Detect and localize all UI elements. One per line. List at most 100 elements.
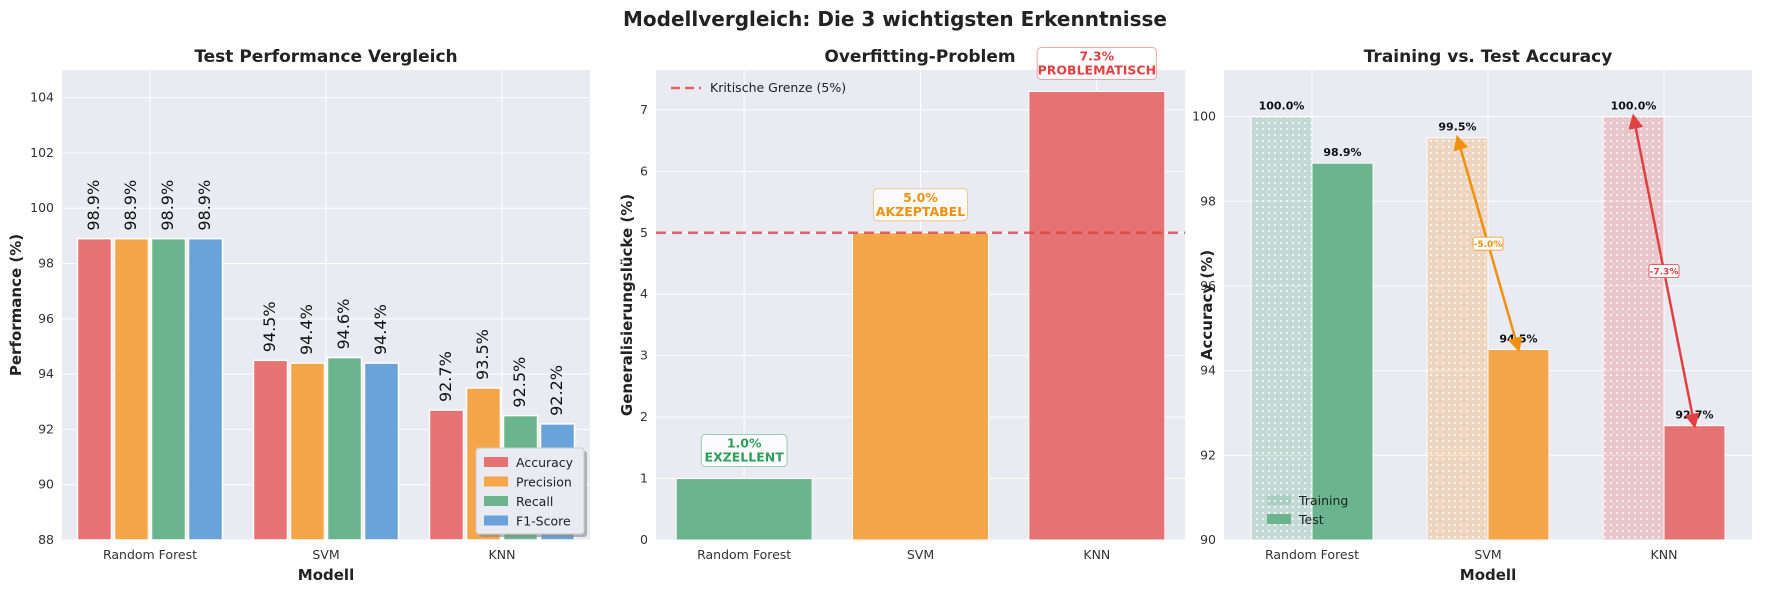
panel3-ylabel: Accuracy (%) xyxy=(1198,250,1216,360)
bar-value-label: 94.6% xyxy=(334,299,353,350)
test-value-label: 98.9% xyxy=(1323,146,1361,159)
gap-bar xyxy=(1028,91,1166,541)
panel3-xlabel: Modell xyxy=(1460,566,1516,584)
training-value-label: 99.5% xyxy=(1438,121,1476,134)
legend-label: Precision xyxy=(516,475,572,490)
panel3-yticks: 90 92 94 96 98 100 xyxy=(1192,109,1216,547)
xtick-label: Random Forest xyxy=(103,547,197,562)
ytick-label: 94 xyxy=(1200,363,1216,378)
bar-value-label: 94.4% xyxy=(371,304,390,355)
gap-status-label: PROBLEMATISCH xyxy=(1038,63,1156,78)
bar-value-label: 98.9% xyxy=(84,180,103,231)
ytick-label: 92 xyxy=(38,421,54,436)
legend-label: F1-Score xyxy=(516,514,571,529)
ytick-label: 98 xyxy=(1200,193,1216,208)
gap-value-label: 7.3% xyxy=(1079,49,1114,64)
panel2-xticks: Random Forest SVM KNN xyxy=(697,547,1110,562)
legend-label: Test xyxy=(1298,512,1324,527)
bar-precision xyxy=(113,237,150,541)
ytick-label: 104 xyxy=(30,90,54,105)
xtick-label: SVM xyxy=(312,547,339,562)
ytick-label: 96 xyxy=(1200,278,1216,293)
gap-bar xyxy=(852,232,989,541)
legend-label: Training xyxy=(1298,493,1348,508)
panel2-title: Overfitting-Problem xyxy=(824,47,1015,67)
panel-overfitting: 0 1 2 3 4 5 6 7 Random Forest SVM KNN 1.0%EXZELLE… xyxy=(618,47,1185,562)
ytick-label: 94 xyxy=(38,366,54,381)
ytick-label: 3 xyxy=(640,348,648,363)
test-value-label: 94.5% xyxy=(1499,332,1537,345)
ytick-label: 88 xyxy=(38,532,54,547)
legend-swatch xyxy=(484,515,508,526)
panel1-legend: Accuracy Precision Recall F1-Score xyxy=(475,447,587,537)
legend-label: Recall xyxy=(516,494,553,509)
panel1-xlabel: Modell xyxy=(298,566,354,584)
legend-label: Accuracy xyxy=(516,455,574,470)
bar-value-label: 98.9% xyxy=(121,180,140,231)
panel3-xticks: Random Forest SVM KNN xyxy=(1265,547,1678,562)
bar-value-label: 94.5% xyxy=(260,301,279,352)
test-bar xyxy=(1311,162,1374,541)
annotation-box xyxy=(1036,47,1157,81)
annotation-box xyxy=(700,434,788,468)
panel1-grid xyxy=(62,70,590,541)
ytick-label: 2 xyxy=(640,409,648,424)
xtick-label: Random Forest xyxy=(1265,547,1359,562)
bar-value-label: 92.7% xyxy=(436,351,455,402)
gap-status-label: AKZEPTABEL xyxy=(876,204,965,219)
xtick-label: KNN xyxy=(1083,547,1110,562)
legend-swatch xyxy=(484,496,508,506)
drop-label: -5.0% xyxy=(1474,240,1503,250)
panel3-legend: Training Test xyxy=(1267,493,1348,527)
xtick-label: Random Forest xyxy=(697,547,791,562)
bar-value-label: 92.5% xyxy=(510,357,529,408)
ytick-label: 90 xyxy=(38,477,54,492)
bar-value-label: 94.4% xyxy=(297,304,316,355)
legend-swatch xyxy=(484,457,508,467)
xtick-label: SVM xyxy=(907,547,934,562)
figure-title: Modellvergleich: Die 3 wichtigsten Erken… xyxy=(623,7,1167,31)
bar-value-label: 98.9% xyxy=(195,180,214,231)
gap-status-label: EXZELLENT xyxy=(705,450,785,465)
legend-box xyxy=(475,447,585,535)
panel1-xticks: Random Forest SVM KNN xyxy=(103,547,516,562)
training-value-label: 100.0% xyxy=(1611,100,1657,113)
training-bar-hatch xyxy=(1427,137,1488,540)
bar-recall xyxy=(326,356,363,541)
ytick-label: 98 xyxy=(38,256,54,271)
test-bar xyxy=(1663,425,1726,541)
legend-swatch-training-hatch xyxy=(1267,495,1291,505)
bar-accuracy xyxy=(252,359,289,541)
ytick-label: 0 xyxy=(640,532,648,547)
legend-swatch xyxy=(484,476,508,487)
bar-value-label: 92.2% xyxy=(547,365,566,416)
panel-train-vs-test: 90 92 94 96 98 100 100.0% 98.9% 99.5% 94.5% 100.0… xyxy=(1192,47,1752,584)
gap-value-label: 1.0% xyxy=(727,436,762,451)
gap-value-label: 5.0% xyxy=(903,190,938,205)
ytick-label: 92 xyxy=(1200,447,1216,462)
ytick-label: 90 xyxy=(1200,532,1216,547)
panel1-ylabel: Performance (%) xyxy=(7,234,25,376)
panel3-arrows: -5.0% -7.3% xyxy=(1453,113,1700,429)
ytick-label: 6 xyxy=(640,163,648,178)
panel2-legend: Kritische Grenze (5%) xyxy=(671,80,846,95)
bar-value-label: 98.9% xyxy=(158,180,177,231)
xtick-label: KNN xyxy=(489,547,516,562)
bar-precision xyxy=(289,362,326,541)
bar-f1-score xyxy=(187,237,224,541)
panel-performance: 88 90 92 94 96 98 100 102 104 98.9% 94.5% 92.7% 98.… xyxy=(7,47,590,584)
gap-bar xyxy=(675,478,813,541)
xtick-label: SVM xyxy=(1474,547,1501,562)
xtick-label: KNN xyxy=(1651,547,1678,562)
annotation-box xyxy=(873,188,968,222)
panel2-ylabel: Generalisierungslücke (%) xyxy=(618,194,636,416)
bar-accuracy xyxy=(76,237,113,541)
ytick-label: 96 xyxy=(38,311,54,326)
bar-value-label: 93.5% xyxy=(473,329,492,380)
bar-accuracy xyxy=(428,409,465,541)
ytick-label: 4 xyxy=(640,286,648,301)
drop-label-box xyxy=(1472,236,1504,251)
threshold-legend-label: Kritische Grenze (5%) xyxy=(710,80,846,95)
panel1-yticks: 88 90 92 94 96 98 100 102 104 xyxy=(30,90,54,547)
